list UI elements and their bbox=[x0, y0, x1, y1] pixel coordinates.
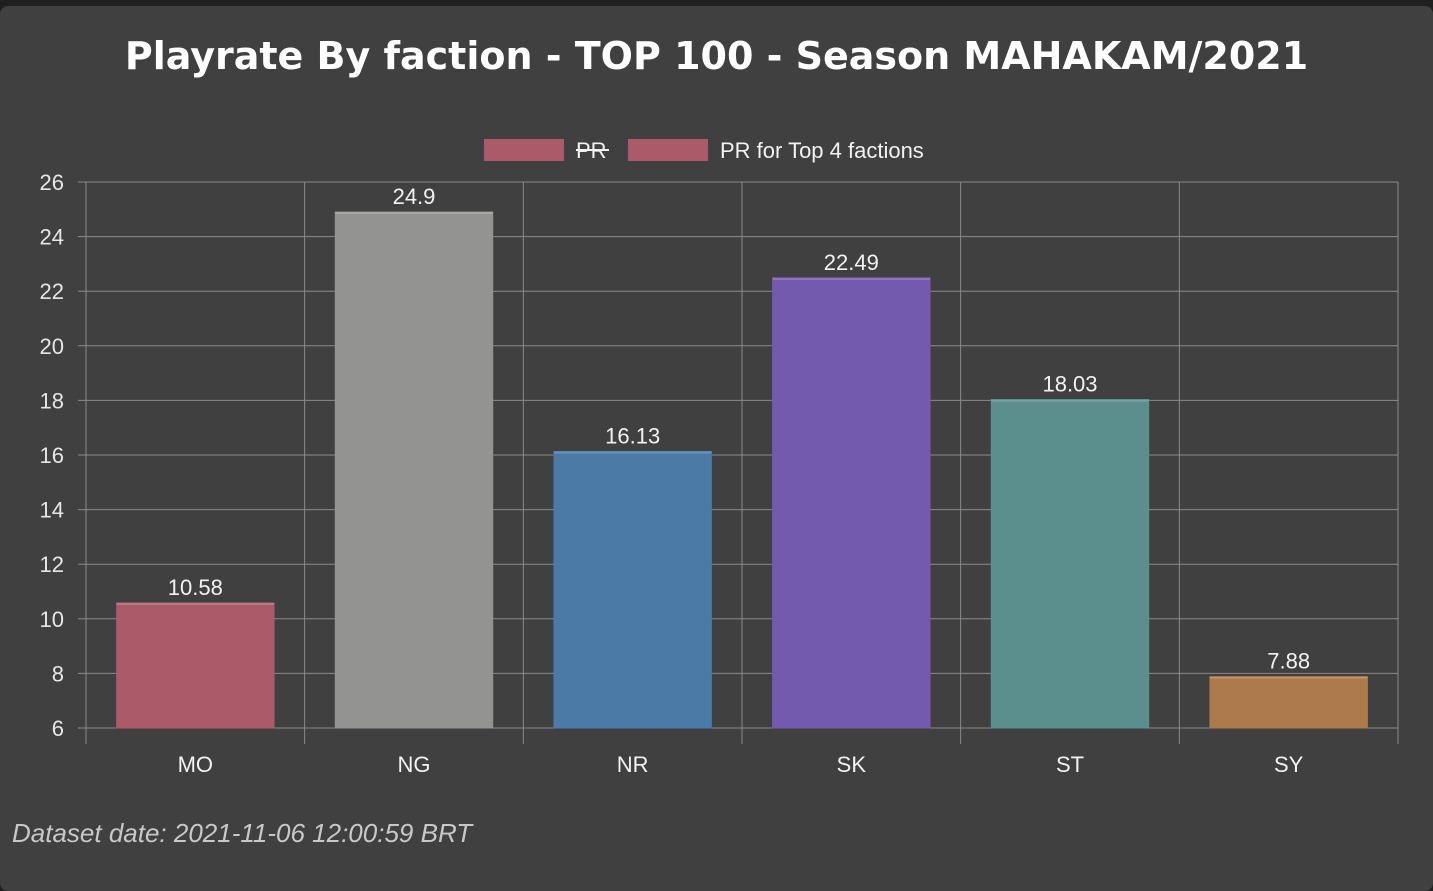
y-tick-label: 22 bbox=[40, 279, 64, 304]
y-axis: 6 8 10 12 14 16 18 20 22 24 26 bbox=[40, 170, 64, 741]
value-label: 10.58 bbox=[168, 575, 223, 600]
y-tick-label: 12 bbox=[40, 552, 64, 577]
x-tick-label: MO bbox=[178, 752, 213, 777]
chart-card: Playrate By faction - TOP 100 - Season M… bbox=[0, 6, 1433, 891]
x-tick-label: NG bbox=[398, 752, 431, 777]
y-tick-label: 18 bbox=[40, 388, 64, 413]
y-tick-label: 20 bbox=[40, 334, 64, 359]
y-tick-label: 8 bbox=[52, 661, 64, 686]
legend-swatch bbox=[484, 139, 564, 161]
y-tick-label: 26 bbox=[40, 170, 64, 195]
chart-title: Playrate By faction - TOP 100 - Season M… bbox=[124, 34, 1309, 78]
bar-nr bbox=[553, 450, 712, 729]
value-labels: 10.58 24.9 16.13 22.49 18.03 7.88 bbox=[168, 184, 1310, 674]
x-tick-label: SY bbox=[1274, 752, 1304, 777]
bar-chart: 6 8 10 12 14 16 18 20 22 24 26 MO NG NR SK ST SY 10.58 2… bbox=[40, 138, 1399, 777]
y-tick-label: 24 bbox=[40, 225, 64, 250]
value-label: 22.49 bbox=[824, 250, 879, 275]
value-label: 16.13 bbox=[605, 423, 660, 448]
bar-st bbox=[990, 399, 1150, 729]
legend-label: PR for Top 4 factions bbox=[720, 138, 924, 163]
bar-mo bbox=[116, 602, 275, 729]
y-tick-label: 16 bbox=[40, 443, 64, 468]
bar-sk bbox=[772, 277, 931, 729]
y-tick-label: 14 bbox=[40, 498, 64, 523]
y-tick-label: 6 bbox=[52, 716, 64, 741]
x-axis: MO NG NR SK ST SY bbox=[178, 752, 1304, 777]
value-label: 18.03 bbox=[1042, 372, 1097, 397]
x-tick-label: SK bbox=[837, 752, 867, 777]
legend-swatch bbox=[628, 139, 708, 161]
value-label: 24.9 bbox=[393, 184, 436, 209]
x-tick-label: NR bbox=[617, 752, 649, 777]
value-label: 7.88 bbox=[1267, 649, 1310, 674]
bar-ng bbox=[334, 211, 494, 729]
bars bbox=[116, 211, 1368, 729]
legend: PR PR for Top 4 factions bbox=[484, 138, 924, 163]
grid-lines bbox=[78, 181, 1399, 744]
x-tick-label: ST bbox=[1056, 752, 1084, 777]
bar-sy bbox=[1209, 676, 1368, 729]
dataset-date: Dataset date: 2021-11-06 12:00:59 BRT bbox=[12, 818, 473, 848]
y-tick-label: 10 bbox=[40, 607, 64, 632]
